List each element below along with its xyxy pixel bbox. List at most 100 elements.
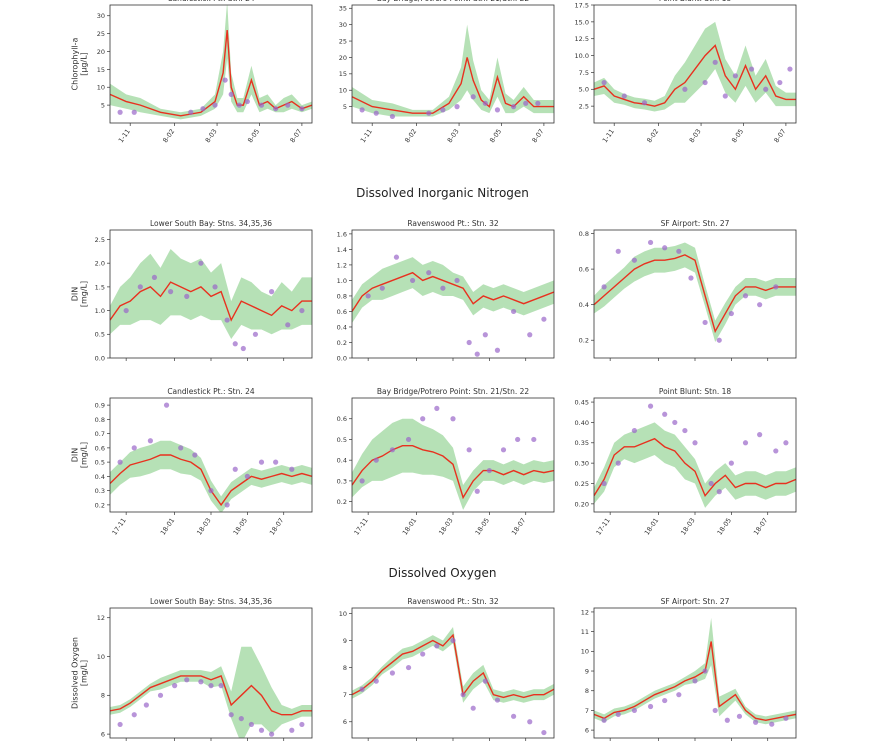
observed-point-do-2 — [389, 670, 395, 676]
model-line-chl-3 — [594, 44, 796, 107]
observed-point-din-1 — [285, 322, 291, 328]
x-tick-label-din-5: 18-07 — [510, 517, 527, 537]
y-tick-label-din-4: 0.9 — [95, 402, 105, 410]
x-tick-label-chl-2: 8-07 — [531, 128, 546, 145]
observed-point-din-2 — [466, 339, 472, 346]
observed-point-din-3 — [742, 293, 749, 299]
observed-point-do-2 — [482, 678, 488, 684]
y-axis-label-line: Dissolved Oxygen — [71, 637, 80, 709]
y-tick-label-din-5: 0.5 — [337, 436, 347, 444]
observed-point-do-2 — [510, 713, 517, 719]
model-line-do-2 — [352, 633, 554, 699]
y-tick-label-din-4: 0.4 — [95, 473, 105, 481]
observed-point-do-2 — [420, 651, 426, 657]
observed-point-do-1 — [117, 721, 123, 728]
x-tick-label-chl-1: 8-07 — [289, 128, 304, 145]
observed-point-din-4 — [244, 473, 250, 479]
observed-point-chl-2 — [470, 94, 476, 100]
observed-point-do-2 — [434, 643, 440, 649]
panel-plot-area-chl-2 — [352, 24, 554, 120]
observed-point-din-1 — [299, 307, 305, 314]
y-tick-label-din-4: 0.2 — [95, 501, 105, 509]
observed-point-din-2 — [410, 277, 416, 284]
observed-point-do-3 — [676, 692, 682, 698]
observed-point-din-4 — [289, 466, 295, 472]
y-tick-label-din-1: 0.0 — [95, 354, 105, 362]
observed-point-din-6 — [773, 448, 779, 454]
observed-point-din-5 — [405, 436, 412, 443]
y-tick-label-din-5: 0.4 — [337, 457, 347, 465]
observed-point-chl-1 — [285, 102, 291, 108]
y-tick-label-din-1: 2.0 — [95, 260, 105, 268]
y-tick-label-do-2: 8 — [343, 664, 347, 672]
y-tick-label-din-4: 0.6 — [95, 444, 105, 452]
observed-point-chl-1 — [188, 109, 194, 115]
y-tick-label-din-5: 0.2 — [337, 498, 347, 506]
observed-point-chl-3 — [748, 66, 755, 72]
observed-point-din-1 — [269, 289, 275, 295]
observed-point-chl-3 — [641, 100, 648, 106]
observed-point-din-6 — [728, 460, 734, 466]
observed-point-din-6 — [692, 440, 698, 446]
model-band-din-2 — [352, 257, 554, 324]
observed-point-din-3 — [615, 248, 621, 254]
observed-point-do-2 — [527, 719, 533, 725]
y-tick-label-din-5: 0.3 — [337, 477, 347, 485]
model-line-chl-1 — [110, 29, 312, 117]
model-line-chl-2 — [352, 57, 554, 114]
observed-point-do-1 — [218, 683, 224, 689]
observed-point-din-4 — [131, 445, 137, 451]
observed-point-din-4 — [117, 459, 123, 465]
x-tick-label-chl-3: 1-11 — [601, 128, 616, 145]
model-band-chl-1 — [110, 5, 312, 120]
observed-point-din-2 — [440, 285, 446, 291]
y-tick-label-din-2: 0.6 — [337, 308, 347, 316]
y-tick-label-din-2: 1.4 — [337, 246, 347, 254]
x-tick-label-chl-2: 8-05 — [488, 128, 503, 145]
y-tick-label-do-2: 6 — [343, 718, 347, 726]
x-tick-label-chl-3: 8-07 — [773, 128, 788, 145]
observed-point-chl-3 — [702, 79, 708, 86]
observed-point-chl-1 — [273, 106, 279, 112]
observed-point-do-3 — [736, 713, 743, 719]
panel-plot-area-din-6 — [594, 403, 796, 508]
observed-point-chl-1 — [244, 98, 250, 105]
observed-point-din-3 — [631, 257, 638, 263]
y-tick-label-do-1: 6 — [101, 731, 105, 739]
x-tick-label-din-4: 18-07 — [268, 517, 285, 537]
observed-point-din-1 — [252, 331, 259, 337]
model-line-din-1 — [110, 281, 312, 322]
observed-point-do-2 — [450, 637, 456, 644]
observed-point-chl-2 — [494, 107, 501, 113]
observed-point-chl-3 — [601, 79, 607, 86]
observed-point-din-4 — [147, 438, 153, 444]
observed-point-din-4 — [163, 402, 170, 408]
observed-point-chl-2 — [373, 110, 379, 116]
panel-plot-area-din-3 — [594, 239, 796, 343]
y-tick-label-chl-2: 25 — [339, 37, 347, 45]
observed-point-do-1 — [198, 679, 204, 685]
observed-point-chl-1 — [200, 106, 206, 112]
observed-point-do-2 — [373, 678, 379, 684]
panel-plot-area-do-2 — [352, 626, 554, 736]
observed-point-do-3 — [615, 711, 621, 717]
observed-point-chl-2 — [482, 100, 488, 106]
observed-point-din-5 — [486, 467, 492, 474]
observed-point-din-4 — [232, 466, 238, 472]
y-tick-label-do-3: 9 — [585, 667, 589, 675]
model-band-chl-2 — [352, 24, 554, 117]
observed-point-din-2 — [474, 351, 480, 357]
observed-point-din-6 — [716, 489, 722, 495]
y-tick-label-din-2: 1.0 — [337, 277, 347, 285]
observed-point-din-2 — [426, 270, 432, 276]
observed-point-din-1 — [151, 274, 158, 281]
x-tick-label-chl-1: 8-03 — [204, 128, 219, 145]
y-tick-label-do-3: 12 — [581, 608, 589, 616]
observed-point-do-3 — [631, 707, 638, 714]
y-tick-label-chl-2: 20 — [339, 54, 347, 62]
y-tick-label-din-6: 0.45 — [575, 398, 589, 406]
observed-point-chl-2 — [359, 107, 365, 113]
observed-point-do-1 — [228, 712, 234, 718]
observed-point-din-3 — [702, 319, 708, 326]
model-band-din-4 — [110, 440, 312, 512]
